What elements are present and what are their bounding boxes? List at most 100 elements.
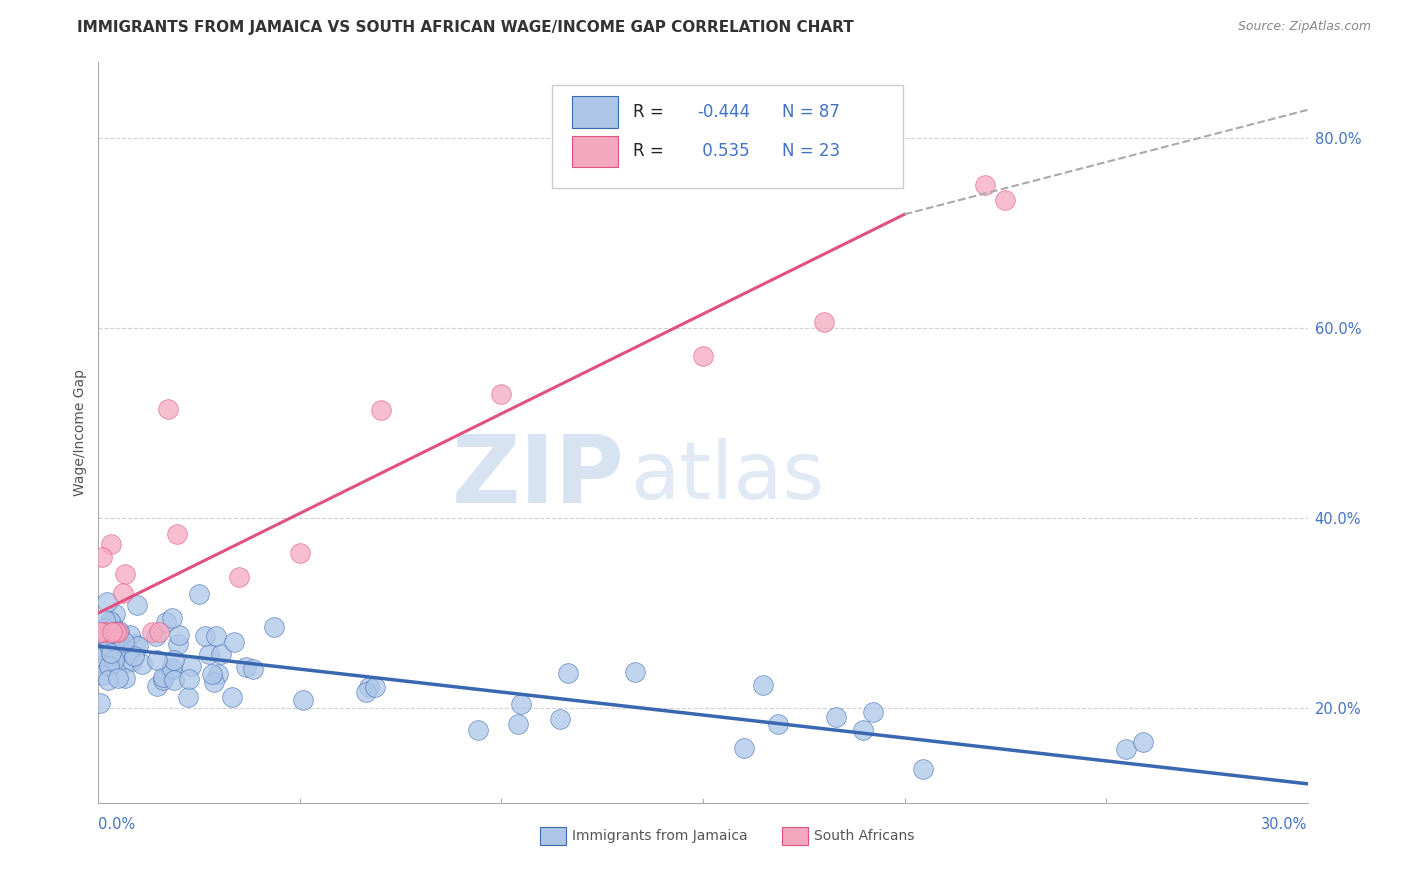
Point: [90, 667, 112, 681]
Point: [160, 661, 183, 675]
Point: [112, 635, 135, 649]
Point: [118, 628, 141, 642]
Point: [104, 632, 127, 646]
Point: [100, 646, 122, 660]
Point: [263, 620, 285, 634]
Point: [205, 629, 228, 643]
Point: [127, 639, 149, 653]
Point: [359, 681, 381, 695]
Text: Source: ZipAtlas.com: Source: ZipAtlas.com: [1237, 20, 1371, 33]
Point: [862, 705, 884, 719]
Point: [974, 178, 997, 193]
Text: -0.444: -0.444: [697, 103, 749, 121]
Point: [111, 585, 134, 599]
Text: South Africans: South Africans: [814, 830, 915, 843]
Y-axis label: Wage/Income Gap: Wage/Income Gap: [73, 369, 87, 496]
Point: [692, 349, 714, 363]
Point: [103, 634, 125, 648]
Point: [105, 649, 128, 664]
Point: [177, 672, 200, 686]
Point: [148, 624, 170, 639]
Point: [122, 649, 145, 664]
Point: [114, 671, 136, 685]
Point: [292, 693, 315, 707]
Point: [288, 546, 311, 560]
Text: N = 87: N = 87: [782, 103, 839, 121]
Point: [166, 527, 188, 541]
Point: [197, 647, 219, 661]
Point: [242, 661, 264, 675]
Point: [187, 587, 209, 601]
Point: [103, 653, 125, 667]
Point: [733, 741, 755, 756]
Text: R =: R =: [633, 103, 669, 121]
Text: 0.0%: 0.0%: [98, 817, 135, 832]
Point: [103, 624, 125, 639]
FancyBboxPatch shape: [551, 85, 903, 188]
Point: [1132, 735, 1154, 749]
Point: [101, 627, 124, 641]
Point: [221, 690, 243, 705]
Point: [467, 723, 489, 738]
Point: [94, 657, 117, 672]
Point: [93, 621, 115, 635]
Point: [825, 710, 848, 724]
Point: [101, 624, 124, 639]
Point: [93, 628, 115, 642]
Point: [364, 680, 387, 694]
Point: [510, 697, 533, 711]
Bar: [572, 136, 619, 167]
Point: [121, 654, 143, 668]
Text: 0.535: 0.535: [697, 143, 749, 161]
Bar: [782, 827, 808, 846]
Point: [370, 403, 392, 417]
Point: [145, 679, 167, 693]
Point: [115, 656, 138, 670]
Point: [100, 537, 122, 551]
Point: [105, 626, 128, 640]
Point: [101, 615, 124, 630]
Point: [752, 678, 775, 692]
Text: N = 23: N = 23: [782, 143, 839, 161]
Point: [107, 671, 129, 685]
Point: [768, 716, 790, 731]
Point: [207, 667, 229, 681]
Point: [89, 642, 111, 657]
Point: [104, 607, 127, 621]
Bar: [572, 96, 619, 128]
Point: [110, 640, 132, 655]
Point: [156, 401, 179, 416]
Point: [167, 637, 190, 651]
Text: Immigrants from Jamaica: Immigrants from Jamaica: [572, 830, 748, 843]
Point: [508, 717, 530, 731]
Point: [224, 635, 246, 649]
Point: [91, 624, 114, 639]
Point: [911, 762, 934, 776]
Point: [162, 673, 184, 687]
Point: [160, 664, 183, 678]
Point: [89, 624, 111, 639]
Point: [202, 675, 225, 690]
Text: IMMIGRANTS FROM JAMAICA VS SOUTH AFRICAN WAGE/INCOME GAP CORRELATION CHART: IMMIGRANTS FROM JAMAICA VS SOUTH AFRICAN…: [77, 20, 853, 35]
Point: [89, 696, 111, 710]
Point: [114, 566, 136, 581]
Point: [96, 624, 118, 639]
Point: [89, 631, 111, 645]
Point: [813, 315, 835, 329]
Point: [124, 637, 146, 651]
Point: [89, 651, 111, 665]
Point: [994, 193, 1017, 207]
Point: [155, 615, 177, 629]
Point: [104, 630, 127, 644]
Bar: [540, 827, 567, 846]
Point: [96, 629, 118, 643]
Point: [177, 690, 200, 705]
Point: [180, 658, 202, 673]
Point: [201, 666, 224, 681]
Point: [107, 624, 129, 639]
Point: [491, 387, 513, 401]
Point: [98, 640, 121, 654]
Point: [354, 684, 377, 698]
Point: [127, 599, 149, 613]
Point: [141, 624, 163, 639]
